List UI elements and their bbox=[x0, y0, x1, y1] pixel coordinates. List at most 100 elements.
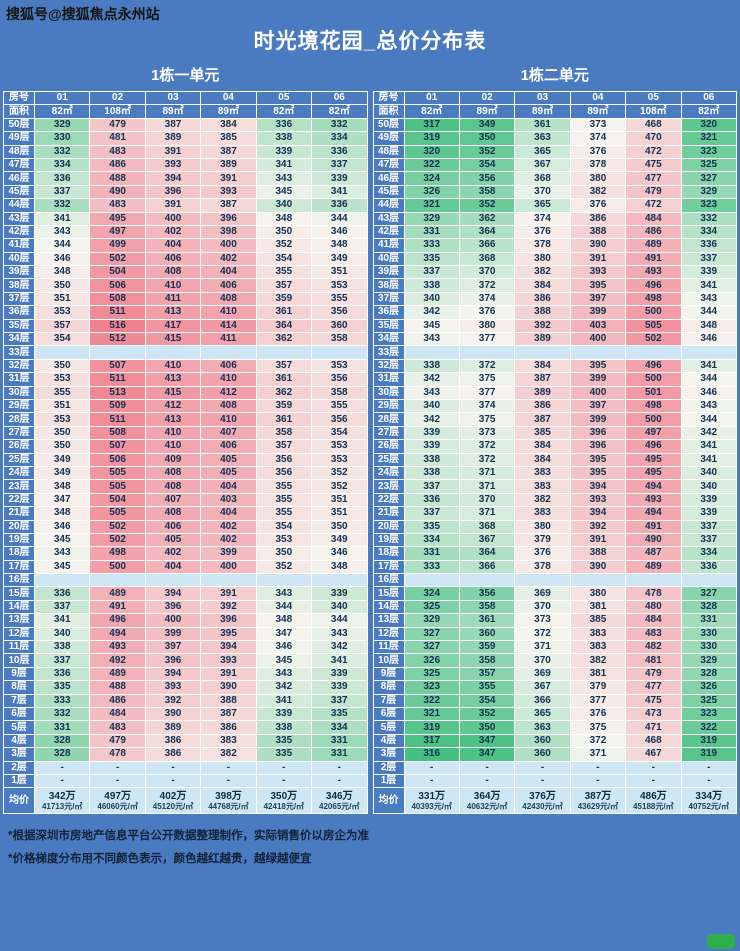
price-cell bbox=[200, 345, 257, 360]
price-cell: 372 bbox=[458, 278, 516, 293]
floor-label: 43层 bbox=[372, 211, 405, 226]
price-cell: 325 bbox=[680, 693, 738, 708]
price-cell: 336 bbox=[33, 666, 91, 682]
floor-label: 41层 bbox=[3, 238, 35, 253]
price-cell: 348 bbox=[680, 318, 738, 334]
price-cell: 319 bbox=[680, 747, 738, 762]
price-cell: 500 bbox=[625, 372, 682, 387]
floor-row: 46层 324 356 368 380 477 327 bbox=[372, 171, 738, 186]
floor-row: 32层 338 372 384 395 496 341 bbox=[372, 358, 738, 374]
floor-row: 8层 335 488 393 390 342 339 bbox=[3, 680, 368, 695]
floor-label: 27层 bbox=[372, 425, 405, 441]
price-cell: 391 bbox=[200, 586, 257, 601]
price-cell: 382 bbox=[200, 747, 257, 762]
floor-label: 17层 bbox=[3, 559, 35, 575]
floor-label: 32层 bbox=[3, 358, 35, 374]
price-cell: - bbox=[89, 773, 146, 789]
price-cell: 511 bbox=[89, 372, 146, 387]
price-cell: 380 bbox=[514, 251, 571, 267]
price-cell: 320 bbox=[680, 117, 738, 133]
floor-label: 1层 bbox=[3, 773, 35, 789]
floor-label: 37层 bbox=[372, 291, 405, 307]
price-cell: 352 bbox=[255, 238, 313, 253]
price-cell bbox=[514, 345, 571, 360]
price-cell: 376 bbox=[458, 305, 516, 320]
price-cell: 330 bbox=[680, 626, 738, 642]
price-cell: 411 bbox=[200, 332, 257, 347]
price-cell: 346 bbox=[680, 385, 738, 400]
price-cell: 349 bbox=[33, 465, 91, 481]
price-cell: 367 bbox=[514, 157, 571, 173]
floor-row: 12层 340 494 399 395 347 343 bbox=[3, 626, 368, 642]
price-cell: 337 bbox=[403, 506, 460, 521]
floor-label: 10层 bbox=[3, 653, 35, 668]
price-cell: 411 bbox=[144, 291, 202, 307]
price-cell: 345 bbox=[255, 653, 313, 668]
price-cell: 370 bbox=[514, 599, 571, 615]
floor-row: 39层 348 504 408 404 355 351 bbox=[3, 265, 368, 280]
floor-row: 47层 334 486 393 389 341 337 bbox=[3, 157, 368, 173]
price-cell: 489 bbox=[625, 238, 682, 253]
price-cell: 399 bbox=[569, 372, 627, 387]
price-cell: 404 bbox=[200, 506, 257, 521]
price-cell: 348 bbox=[311, 559, 368, 575]
price-cell: 340 bbox=[403, 398, 460, 414]
price-cell: 341 bbox=[680, 439, 738, 454]
price-cell: 350 bbox=[255, 224, 313, 240]
average-total-price: 486万 bbox=[639, 790, 667, 802]
price-cell: 346 bbox=[255, 640, 313, 655]
price-cell: 494 bbox=[625, 506, 682, 521]
price-cell: 341 bbox=[255, 157, 313, 173]
area-value: 82㎡ bbox=[403, 104, 460, 119]
price-cell: 389 bbox=[200, 157, 257, 173]
price-cell: 495 bbox=[89, 211, 146, 226]
average-unit-price: 45120元/㎡ bbox=[152, 801, 194, 811]
price-cell: 356 bbox=[458, 171, 516, 186]
floor-label: 15层 bbox=[372, 586, 405, 601]
room-number: 04 bbox=[569, 90, 627, 106]
room-number: 01 bbox=[33, 90, 91, 106]
price-cell: 481 bbox=[625, 653, 682, 668]
price-cell: 402 bbox=[200, 251, 257, 267]
floor-row: 12层 327 360 372 383 483 330 bbox=[372, 626, 738, 642]
price-cell: 342 bbox=[311, 640, 368, 655]
floor-row: 46层 336 488 394 391 343 339 bbox=[3, 171, 368, 186]
price-cell: 385 bbox=[514, 425, 571, 441]
floor-row: 37层 340 374 386 397 498 343 bbox=[372, 291, 738, 307]
price-cell: 369 bbox=[514, 666, 571, 682]
price-cell: 327 bbox=[680, 586, 738, 601]
price-cell: 491 bbox=[625, 251, 682, 267]
price-cell: - bbox=[311, 760, 368, 775]
price-cell: - bbox=[144, 760, 202, 775]
average-unit-price: 40393元/㎡ bbox=[411, 801, 452, 811]
price-cell: 489 bbox=[625, 559, 682, 575]
watermark-account-label: 搜狐号@搜狐焦点永州站 bbox=[6, 6, 160, 22]
average-unit-price: 42065元/㎡ bbox=[319, 801, 360, 811]
price-cell: 325 bbox=[403, 666, 460, 682]
price-cell: 343 bbox=[33, 546, 91, 561]
price-cell: 349 bbox=[311, 251, 368, 267]
area-value: 89㎡ bbox=[144, 104, 202, 119]
price-cell: 386 bbox=[144, 733, 202, 749]
price-cell: 412 bbox=[144, 398, 202, 414]
floor-row: 47层 322 354 367 378 475 325 bbox=[372, 157, 738, 173]
average-cell: 331万 40393元/㎡ bbox=[403, 787, 460, 815]
price-cell: 371 bbox=[569, 747, 627, 762]
price-cell: 331 bbox=[311, 733, 368, 749]
floor-row: 49层 319 350 363 374 470 321 bbox=[372, 131, 738, 146]
price-cell: 414 bbox=[200, 318, 257, 334]
room-number: 02 bbox=[458, 90, 516, 106]
price-cell: 505 bbox=[89, 506, 146, 521]
price-cell: 397 bbox=[144, 640, 202, 655]
price-cell: - bbox=[514, 773, 571, 789]
price-cell: 470 bbox=[625, 131, 682, 146]
price-cell: 353 bbox=[311, 278, 368, 293]
price-cell: 358 bbox=[458, 599, 516, 615]
floor-row: 34层 343 377 389 400 502 346 bbox=[372, 332, 738, 347]
floor-row: 45层 326 358 370 382 479 329 bbox=[372, 184, 738, 200]
price-cell: 348 bbox=[255, 211, 313, 226]
price-cell: 405 bbox=[144, 532, 202, 548]
price-cell: 332 bbox=[33, 706, 91, 722]
price-cell bbox=[200, 573, 257, 588]
price-cell: 472 bbox=[625, 198, 682, 213]
